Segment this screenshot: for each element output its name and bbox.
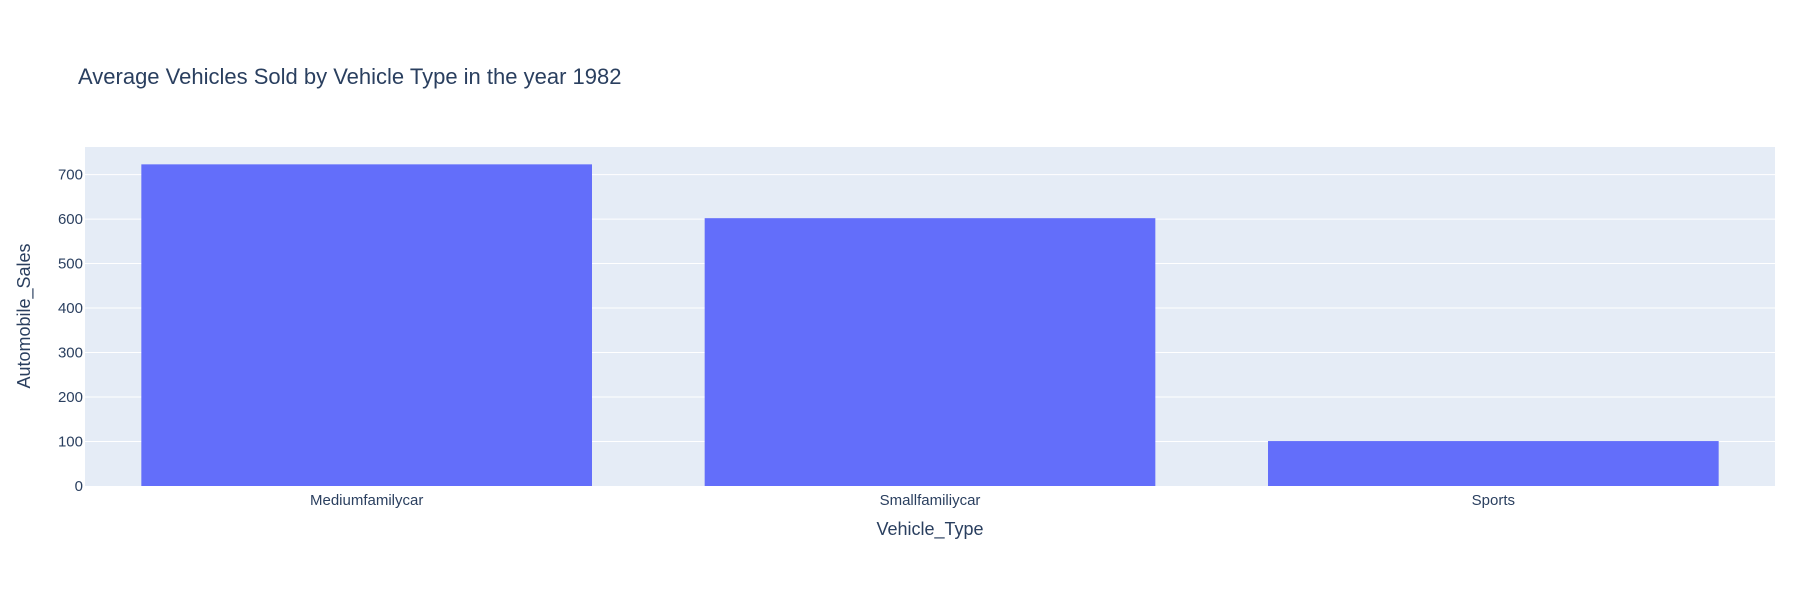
y-tick-label: 500 [58,256,83,273]
y-tick-label: 100 [58,434,83,451]
y-axis-title: Automobile_Sales [14,243,35,388]
y-tick-label: 200 [58,389,83,406]
bar-sports[interactable] [1268,441,1719,486]
x-tick-label: Smallfamiliycar [880,492,981,509]
x-axis-ticks: Mediumfamilycar Smallfamiliycar Sports [310,492,1515,509]
x-tick-label: Mediumfamilycar [310,492,423,509]
y-tick-label: 300 [58,345,83,362]
y-tick-label: 600 [58,211,83,228]
y-tick-label: 0 [75,478,83,495]
bars [141,164,1719,487]
bar-mediumfamilycar[interactable] [141,164,593,486]
y-axis-ticks: 0 100 200 300 400 500 600 700 [58,167,83,495]
chart-title: Average Vehicles Sold by Vehicle Type in… [78,64,621,89]
bar-smallfamiliycar[interactable] [704,218,1156,487]
x-axis-title: Vehicle_Type [876,519,983,540]
x-tick-label: Sports [1472,492,1515,509]
y-tick-label: 700 [58,167,83,184]
y-tick-label: 400 [58,300,83,317]
